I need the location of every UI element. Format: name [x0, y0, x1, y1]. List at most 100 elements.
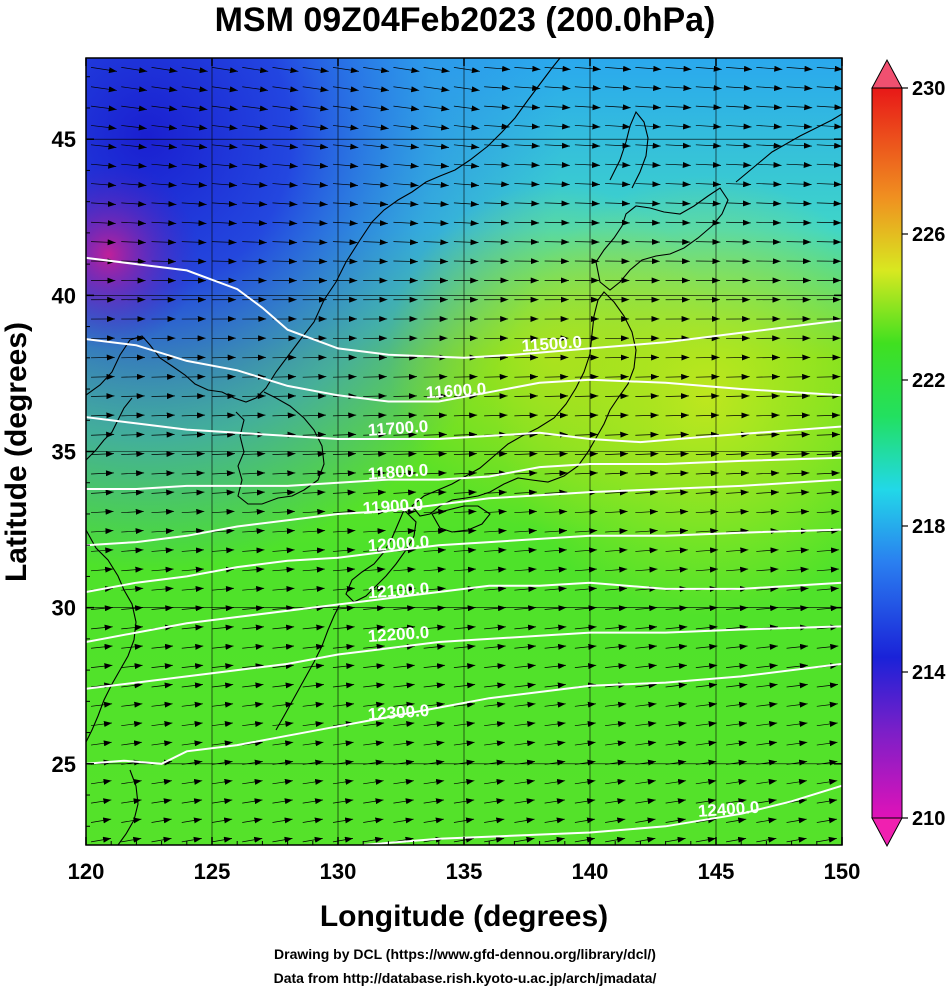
wind-arrow [302, 86, 329, 93]
wind-arrow [453, 663, 476, 670]
wind-arrow [272, 220, 298, 227]
wind-arrow [665, 836, 686, 843]
wind-arrow [544, 393, 569, 400]
wind-arrow [816, 161, 842, 168]
wind-arrow [756, 663, 778, 670]
wind-arrow [665, 566, 688, 573]
contour-line [86, 338, 842, 403]
wind-arrow [635, 643, 657, 650]
wind-arrow [272, 682, 294, 689]
wind-arrow [786, 817, 807, 824]
wind-arrow [514, 721, 536, 727]
wind-arrow [453, 431, 478, 438]
wind-arrow [816, 431, 840, 438]
wind-arrow [605, 817, 626, 824]
wind-arrow [756, 836, 777, 843]
wind-arrow [786, 682, 808, 689]
wind-arrow [635, 624, 658, 631]
wind-arrow [151, 105, 178, 112]
wind-vectors [90, 65, 842, 843]
wind-arrow [363, 124, 389, 131]
wind-arrow [302, 701, 324, 708]
wind-arrow [423, 67, 450, 74]
wind-arrow [332, 508, 356, 515]
wind-arrow [544, 721, 566, 727]
wind-arrow [695, 412, 720, 419]
wind-arrow [272, 67, 299, 74]
wind-arrow [423, 740, 445, 747]
wind-arrow [211, 220, 237, 227]
wind-arrow [151, 143, 177, 150]
wind-arrow [302, 489, 326, 496]
wind-arrow [332, 373, 357, 380]
wind-arrow [816, 200, 842, 207]
wind-arrow [726, 85, 752, 91]
wind-arrow [695, 740, 717, 747]
wind-arrow [151, 528, 174, 535]
wind-arrow [121, 393, 145, 400]
wind-arrow [605, 508, 628, 515]
wind-arrow [756, 547, 779, 554]
wind-arrow [665, 489, 689, 496]
wind-arrow [453, 105, 480, 112]
wind-arrow [302, 624, 325, 631]
wind-arrow [453, 489, 477, 496]
contour-label: 11600.0 [425, 379, 487, 402]
wind-arrow [635, 721, 657, 727]
wind-arrow [453, 721, 475, 727]
wind-arrow [726, 142, 752, 149]
wind-arrow [453, 143, 480, 150]
wind-arrow [695, 85, 722, 91]
wind-arrow [363, 412, 387, 419]
wind-arrow [211, 258, 237, 265]
wind-arrow [786, 759, 808, 766]
credit-line-2: Data from http://database.rish.kyoto-u.a… [273, 970, 657, 986]
wind-arrow [302, 759, 324, 766]
wind-arrow [605, 547, 628, 554]
wind-arrow [514, 470, 538, 477]
wind-arrow [514, 200, 540, 207]
wind-arrow [242, 721, 264, 727]
wind-arrow [393, 489, 417, 496]
wind-arrow [726, 393, 750, 400]
wind-arrow [272, 412, 296, 419]
wind-arrow [605, 450, 629, 457]
height-contours: 11500.0 11600.0 11700.0 11800.0 11900.0 12000… [86, 256, 842, 845]
wind-arrow [423, 701, 445, 708]
wind-arrow [726, 817, 747, 824]
wind-arrow [635, 605, 658, 612]
wind-arrow [514, 605, 537, 612]
wind-arrow [363, 181, 389, 188]
wind-arrow [514, 104, 541, 111]
wind-arrow [453, 124, 480, 131]
wind-arrow [242, 373, 266, 380]
wind-arrow [423, 220, 449, 227]
wind-arrow [786, 412, 810, 419]
wind-arrow [121, 86, 148, 93]
wind-arrow [211, 701, 234, 708]
wind-arrow [665, 778, 687, 785]
wind-arrow [302, 547, 325, 554]
wind-arrow [121, 124, 147, 131]
wind-arrow [484, 778, 505, 785]
wind-arrow [211, 778, 233, 785]
wind-arrow [514, 142, 540, 149]
wind-arrow [574, 161, 601, 168]
x-tick-label: 120 [68, 859, 105, 884]
wind-arrow [151, 86, 178, 93]
wind-arrow [484, 104, 510, 111]
wind-arrow [453, 798, 475, 805]
wind-arrow [90, 721, 112, 727]
wind-arrow [393, 373, 418, 380]
wind-arrow [181, 162, 207, 169]
wind-arrow [695, 721, 717, 727]
wind-arrow [211, 86, 238, 93]
wind-arrow [665, 65, 692, 72]
wind-arrow [393, 566, 416, 573]
wind-arrow [242, 181, 268, 188]
wind-arrow [453, 412, 478, 419]
wind-arrow [484, 605, 506, 612]
wind-arrow [574, 547, 598, 554]
colorbar-tick-label: 230 [912, 78, 945, 100]
wind-arrow [544, 701, 566, 708]
